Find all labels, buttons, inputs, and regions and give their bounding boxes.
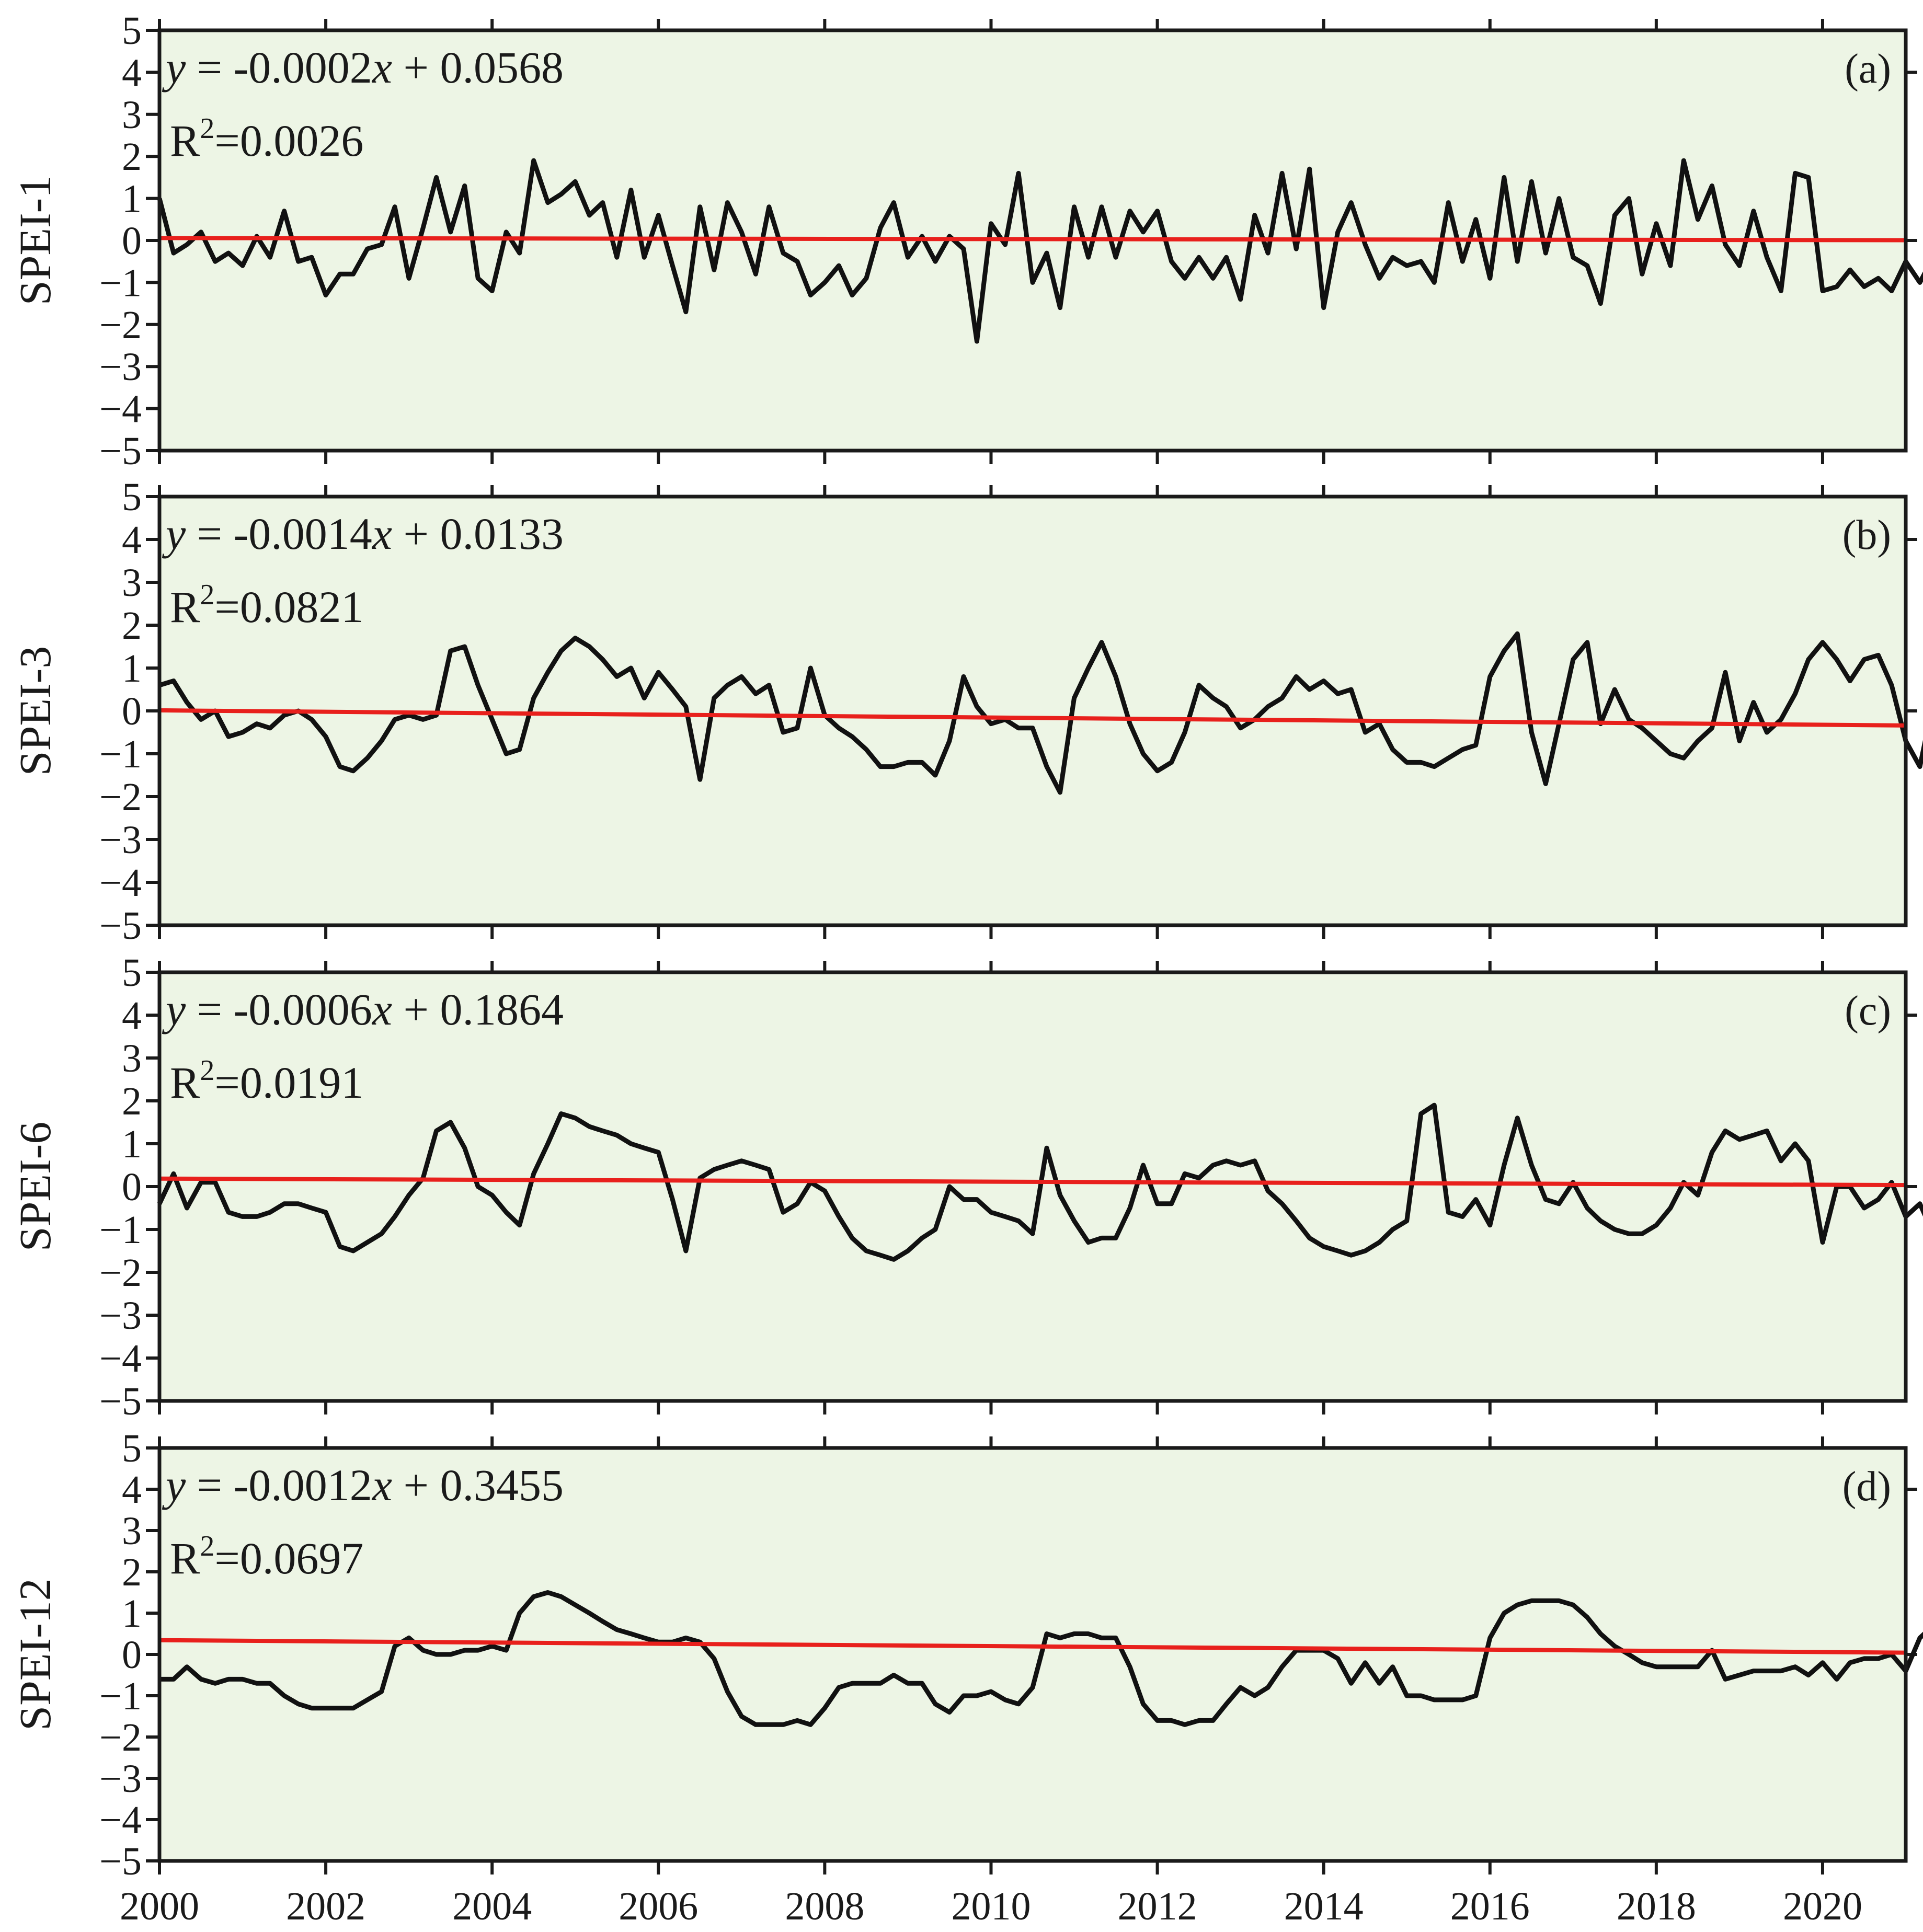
panel-b-ytick-label: −2 <box>99 775 142 819</box>
panel-b-equation: y = -0.0014x + 0.0133 <box>162 509 564 559</box>
panel-a-r-squared: R2=0.0026 <box>170 112 363 166</box>
xtick-label: 2004 <box>452 1884 532 1928</box>
panel-c-ytick-label: −1 <box>99 1208 142 1252</box>
panel-a-ytick-label: −3 <box>99 345 142 389</box>
panel-a-ytick-label: −2 <box>99 303 142 347</box>
panel-b-label: (b) <box>1842 512 1891 558</box>
panel-d-ytick-label: −1 <box>99 1674 142 1718</box>
xtick-label: 2016 <box>1450 1884 1530 1928</box>
panel-c-ytick-label: 0 <box>122 1165 142 1209</box>
panel-a-ylabel: SPEI-1 <box>10 176 60 305</box>
panel-a-ytick-label: 0 <box>122 219 142 263</box>
panel-a-ytick-label: 5 <box>122 9 142 53</box>
panel-b-series-line <box>158 631 1923 795</box>
panel-b-ytick-label: 4 <box>122 518 142 562</box>
panel-c-ytick-label: 3 <box>122 1037 142 1080</box>
panel-b-ytick-label: −5 <box>99 904 142 948</box>
panel-a-ytick-label: −1 <box>99 261 142 305</box>
panel-d-ytick-label: 5 <box>122 1427 142 1470</box>
panel-d-trend-line <box>159 1638 1906 1655</box>
panel-a-label: (a) <box>1845 46 1891 92</box>
panel-d-r-squared: R2=0.0697 <box>170 1530 363 1583</box>
xtick-label: 2014 <box>1284 1884 1364 1928</box>
panel-b-ytick-label: 3 <box>122 561 142 605</box>
panel-b-ytick-label: 5 <box>122 475 142 519</box>
panel-c-frame <box>157 970 1908 1403</box>
panel-b-frame <box>157 494 1908 927</box>
panel-a-ytick-label: 1 <box>122 177 142 221</box>
panel-a-ytick-label: 4 <box>122 51 142 95</box>
panel-c-label: (c) <box>1845 988 1891 1034</box>
panel-a-ytick-label: 2 <box>122 135 142 179</box>
panel-c-r-squared: R2=0.0191 <box>170 1054 363 1108</box>
panel-c-ytick-label: −3 <box>99 1294 142 1338</box>
panel-d-ytick-label: 4 <box>122 1468 142 1512</box>
panel-d-ytick-label: −3 <box>99 1757 142 1801</box>
xtick-label: 2010 <box>951 1884 1031 1928</box>
panel-b-ytick-label: 0 <box>122 689 142 733</box>
panel-a-frame <box>157 28 1908 453</box>
panel-b-trend-line <box>159 708 1906 728</box>
panel-d-ytick-label: 3 <box>122 1509 142 1553</box>
panel-a-ytick-label: −5 <box>99 429 142 473</box>
panel-c-ylabel: SPEI-6 <box>10 1122 60 1251</box>
panel-d-ytick-label: −2 <box>99 1716 142 1760</box>
panel-c-ytick-label: −2 <box>99 1251 142 1295</box>
xtick-label: 2020 <box>1783 1884 1862 1928</box>
xtick-label: 2012 <box>1118 1884 1197 1928</box>
xtick-label: 2006 <box>619 1884 698 1928</box>
panel-d-frame <box>157 1446 1908 1863</box>
panel-d-ytick-label: 0 <box>122 1633 142 1677</box>
panel-d-ytick-label: −5 <box>99 1839 142 1883</box>
panel-c-equation: y = -0.0006x + 0.1864 <box>162 984 564 1034</box>
panel-b-ytick-label: −3 <box>99 818 142 862</box>
xtick-label: 2000 <box>120 1884 199 1928</box>
panel-a-ytick-label: 3 <box>122 93 142 137</box>
panel-a-trend-line <box>159 236 1906 243</box>
panel-c-series-line <box>157 1102 1923 1262</box>
panel-d-ylabel: SPEI-12 <box>10 1578 60 1730</box>
xtick-label: 2008 <box>785 1884 864 1928</box>
panel-c-background <box>159 972 1906 1401</box>
panel-d-ytick-label: 1 <box>122 1592 142 1636</box>
panel-c-ytick-label: −5 <box>99 1379 142 1423</box>
panel-c-ytick-label: 1 <box>122 1122 142 1166</box>
panel-d-label: (d) <box>1842 1464 1891 1510</box>
panel-b-ytick-label: 1 <box>122 647 142 691</box>
panel-b-ytick-label: −1 <box>99 732 142 776</box>
panel-a-ytick-label: −4 <box>99 387 142 431</box>
panel-d-ytick-label: 2 <box>122 1550 142 1594</box>
panel-b-ytick-label: −4 <box>99 861 142 905</box>
panel-c-ytick-label: 5 <box>122 951 142 995</box>
panel-c-ytick-label: −4 <box>99 1337 142 1381</box>
panel-c-trend-line <box>159 1176 1906 1188</box>
panel-b-r-squared: R2=0.0821 <box>170 579 363 632</box>
panel-b-ylabel: SPEI-3 <box>10 646 60 776</box>
panel-c-ytick-label: 4 <box>122 994 142 1038</box>
panel-b-ytick-label: 2 <box>122 604 142 648</box>
panel-a-series-line <box>157 158 1923 344</box>
panel-d-ytick-label: −4 <box>99 1798 142 1842</box>
panel-c-ytick-label: 2 <box>122 1079 142 1123</box>
panel-d-equation: y = -0.0012x + 0.3455 <box>162 1460 564 1510</box>
xtick-label: 2018 <box>1617 1884 1696 1928</box>
xtick-label: 2002 <box>286 1884 365 1928</box>
panel-a-equation: y = -0.0002x + 0.0568 <box>162 42 564 93</box>
